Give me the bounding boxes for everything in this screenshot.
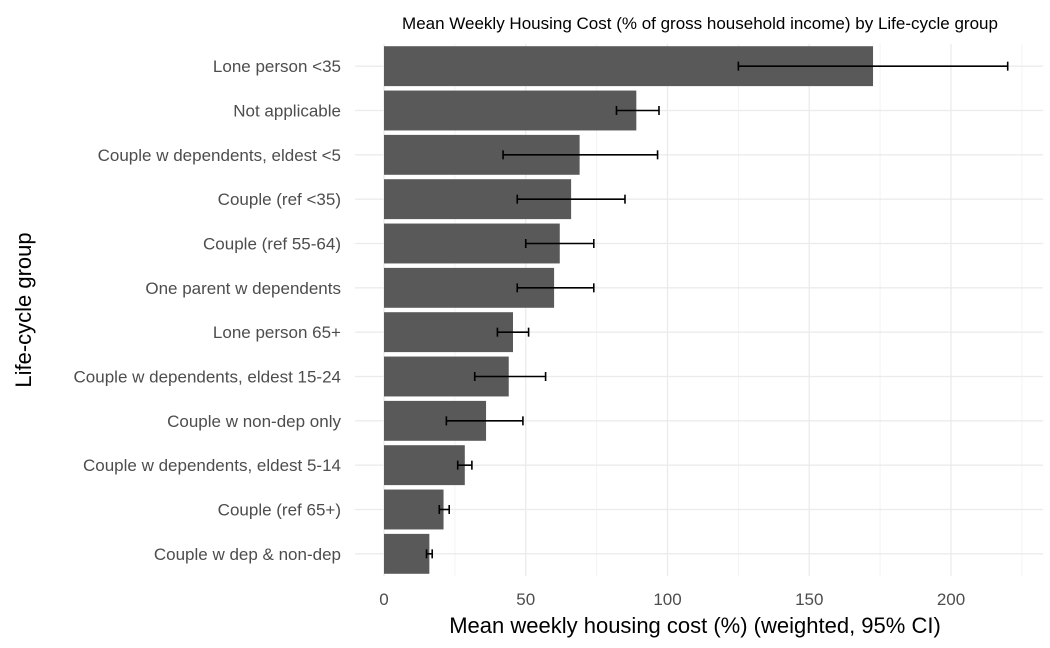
- category-label: Not applicable: [233, 102, 341, 121]
- bar: [384, 312, 513, 353]
- category-label: Couple w dependents, eldest 15-24: [74, 368, 341, 387]
- category-label: Couple w non-dep only: [167, 412, 341, 431]
- error-bar: [516, 283, 595, 293]
- category-label: Couple w dep & non-dep: [154, 545, 341, 564]
- y-axis-title: Life-cycle group: [11, 232, 36, 387]
- error-bar: [496, 327, 530, 337]
- category-label: Couple (ref <35): [218, 190, 341, 209]
- category-label: Couple w dependents, eldest 5-14: [83, 456, 341, 475]
- category-label: Lone person <35: [213, 57, 341, 76]
- x-tick-label: 100: [653, 590, 681, 609]
- error-bar: [615, 106, 660, 115]
- error-bar: [516, 194, 626, 204]
- error-bar: [438, 505, 451, 514]
- x-tick-labels: 0 50 100 150 200: [379, 590, 965, 609]
- bar: [384, 90, 637, 131]
- bar: [384, 489, 444, 530]
- error-bar: [456, 460, 473, 470]
- category-label: One parent w dependents: [145, 279, 341, 298]
- error-bar: [524, 239, 595, 248]
- category-label: Couple w dependents, eldest <5: [98, 146, 341, 165]
- category-labels: Lone person <35 Not applicable Couple w de…: [74, 57, 342, 564]
- category-label: Couple (ref 65+): [218, 501, 341, 520]
- error-bar: [425, 549, 433, 559]
- bars: [384, 46, 874, 574]
- x-tick-label: 0: [379, 590, 388, 609]
- error-bar: [737, 61, 1009, 71]
- error-bar: [473, 372, 547, 381]
- chart-title: Mean Weekly Housing Cost (% of gross hou…: [402, 14, 998, 33]
- error-bar: [502, 150, 659, 160]
- x-axis-title: Mean weekly housing cost (%) (weighted, …: [449, 613, 941, 638]
- error-bar: [445, 416, 524, 426]
- bar: [384, 445, 465, 486]
- bar: [384, 533, 430, 574]
- error-bars: [425, 61, 1009, 559]
- category-label: Lone person 65+: [213, 323, 341, 342]
- x-tick-label: 150: [795, 590, 823, 609]
- x-tick-label: 200: [937, 590, 965, 609]
- x-tick-label: 50: [516, 590, 535, 609]
- category-label: Couple (ref 55-64): [203, 235, 341, 254]
